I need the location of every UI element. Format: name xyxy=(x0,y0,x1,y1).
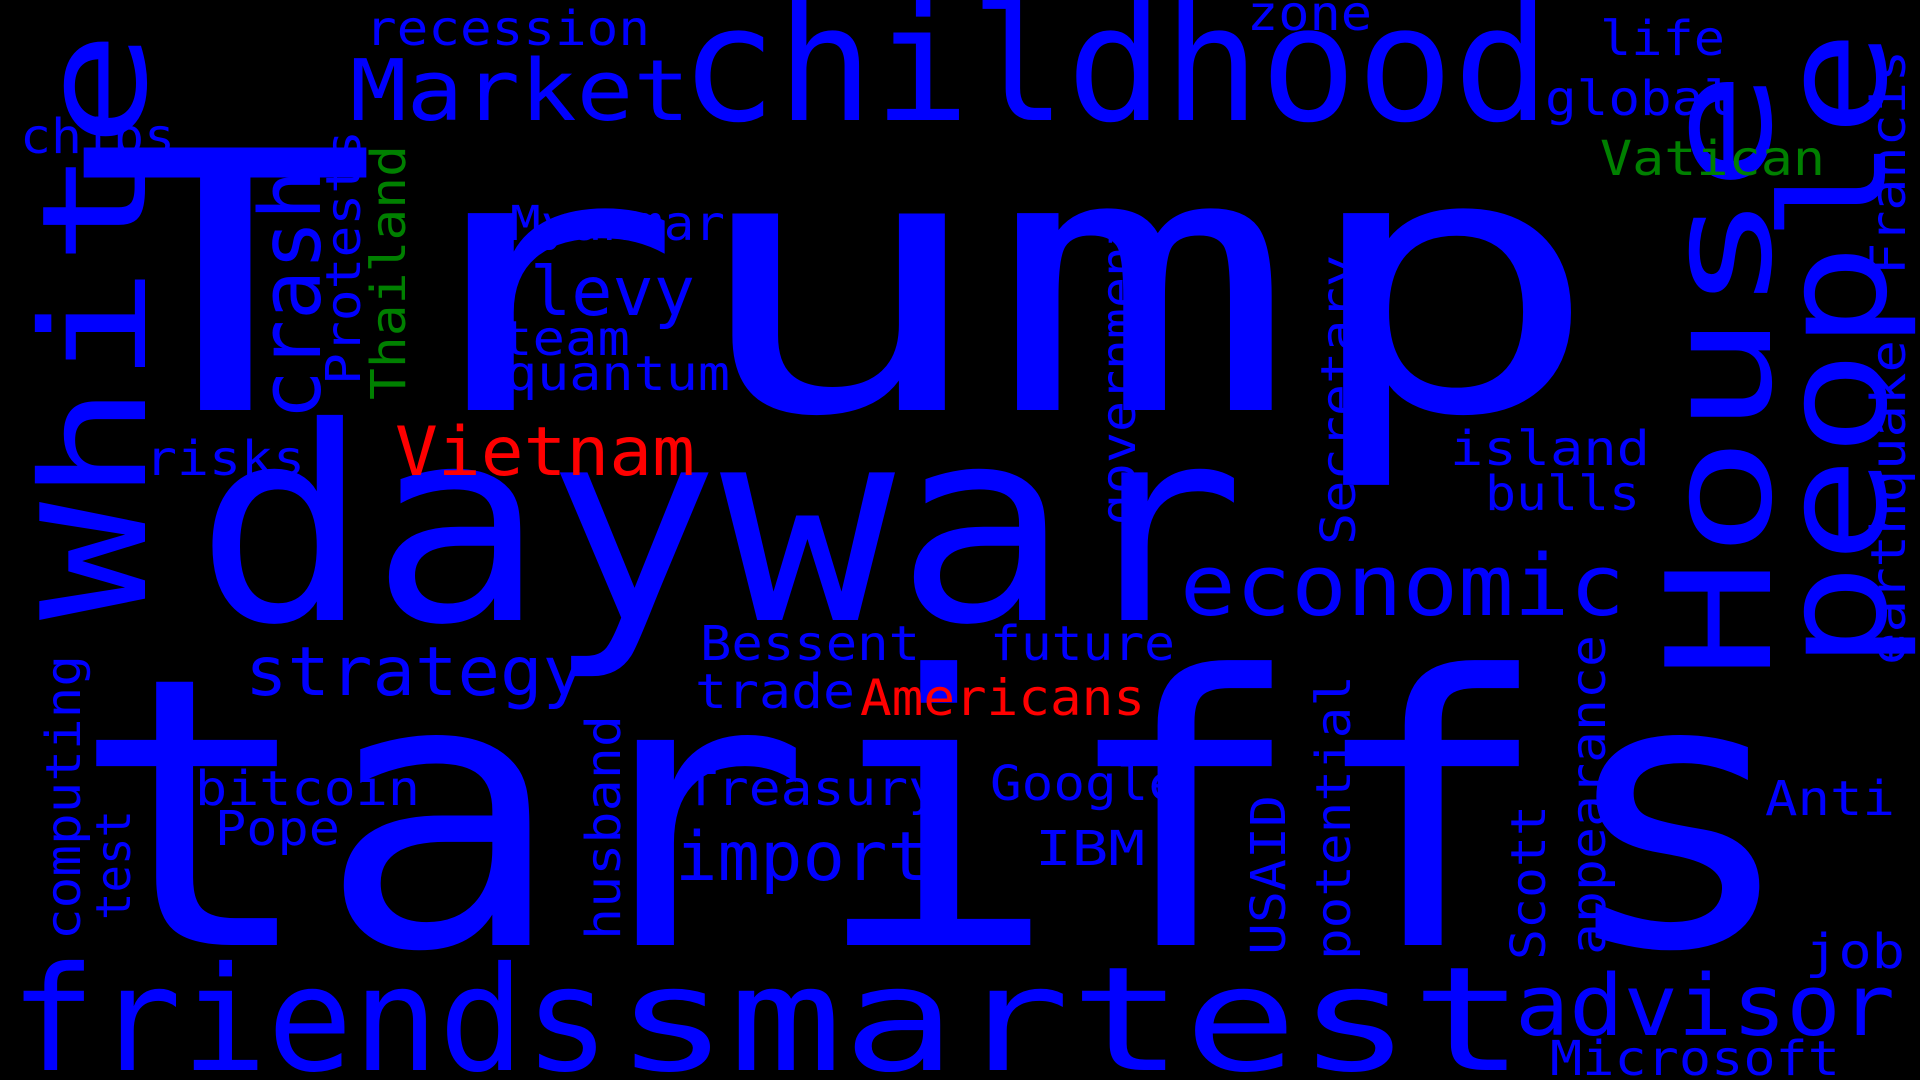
word-vietnam: Vietnam xyxy=(395,413,695,492)
word-market: Market xyxy=(350,42,690,141)
word-zone: zone xyxy=(1247,0,1372,42)
word-trade: trade xyxy=(695,664,855,720)
word-secretary: Secretary xyxy=(1311,255,1367,545)
word-economic: economic xyxy=(1180,537,1625,636)
word-crash: crash xyxy=(242,170,341,420)
word-anti: Anti xyxy=(1765,771,1895,827)
word-strategy: strategy xyxy=(245,633,585,712)
word-appearance: appearance xyxy=(1561,635,1617,955)
word-francis: Francis xyxy=(1861,50,1917,275)
word-friends: friends xyxy=(10,936,610,1080)
word-future: future xyxy=(990,616,1175,672)
word-recession: recession xyxy=(365,1,650,57)
word-thailand: Thailand xyxy=(361,145,417,400)
word-trump: Trump xyxy=(72,76,1602,495)
word-chips: chips xyxy=(20,109,175,165)
word-people: people xyxy=(1751,30,1920,670)
word-global: global xyxy=(1545,71,1735,127)
word-job: job xyxy=(1805,924,1905,980)
word-earthquake: earthquake xyxy=(1861,340,1917,665)
word-usaid: USAID xyxy=(1241,795,1297,955)
word-ibm: IBM xyxy=(1035,821,1145,877)
word-team: team xyxy=(500,311,630,367)
word-life: life xyxy=(1600,11,1725,67)
word-americans: Americans xyxy=(860,669,1145,727)
word-island: island xyxy=(1450,421,1650,477)
word-bitcoin: bitcoin xyxy=(195,761,420,817)
word-import: import xyxy=(675,818,930,897)
word-smartest: smartest xyxy=(615,936,1525,1080)
word-childhood: childhood xyxy=(680,0,1550,158)
word-government: government xyxy=(1091,215,1147,525)
word-husband: husband xyxy=(576,715,632,940)
word-computing: computing xyxy=(36,655,92,940)
word-microsoft: Microsoft xyxy=(1550,1031,1840,1080)
word-tariffs: tariffs xyxy=(70,598,1800,1034)
word-protests: Protests xyxy=(316,130,372,385)
word-bessent: Bessent xyxy=(700,616,920,672)
word-levy: levy xyxy=(530,253,695,332)
word-google: Google xyxy=(990,756,1180,812)
word-scott: Scott xyxy=(1501,805,1557,960)
word-advisor: advisor xyxy=(1515,957,1895,1056)
word-white: White xyxy=(11,30,180,620)
word-house: House xyxy=(1636,70,1805,680)
word-bulls: bulls xyxy=(1485,466,1640,522)
word-treasury: Treasury xyxy=(685,761,940,817)
word-pope: Pope xyxy=(215,801,340,857)
word-vatican: Vatican xyxy=(1600,131,1825,187)
word-myanmar: Myanmar xyxy=(510,196,725,252)
word-risks: risks xyxy=(145,431,305,487)
word-quantum: quantum xyxy=(505,346,730,402)
word-daywar: daywar xyxy=(195,369,1245,684)
word-test: test xyxy=(86,810,142,920)
word-potential: potential xyxy=(1306,675,1362,960)
